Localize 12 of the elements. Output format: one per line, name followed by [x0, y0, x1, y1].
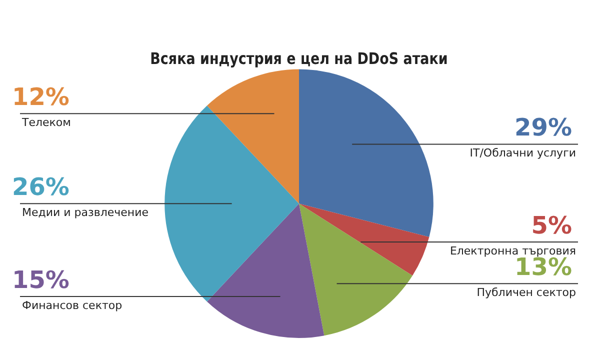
- chart-title: Всяка индустрия е цел на DDoS атаки: [150, 50, 448, 68]
- slice-label: Телеком: [21, 116, 71, 129]
- data-label: 26%: [12, 172, 70, 201]
- data-label: 15%: [12, 266, 70, 294]
- data-label: 5%: [531, 211, 572, 240]
- data-label: 29%: [514, 114, 572, 142]
- slice-label: Финансов сектор: [22, 298, 122, 312]
- data-label: 12%: [12, 82, 70, 111]
- slice-label: Електронна търговия: [450, 244, 576, 258]
- slice-label: Медии и развлечение: [22, 206, 149, 219]
- slice-label: IT/Облачни услуги: [470, 146, 576, 160]
- slice-label: Публичен сектор: [476, 286, 576, 299]
